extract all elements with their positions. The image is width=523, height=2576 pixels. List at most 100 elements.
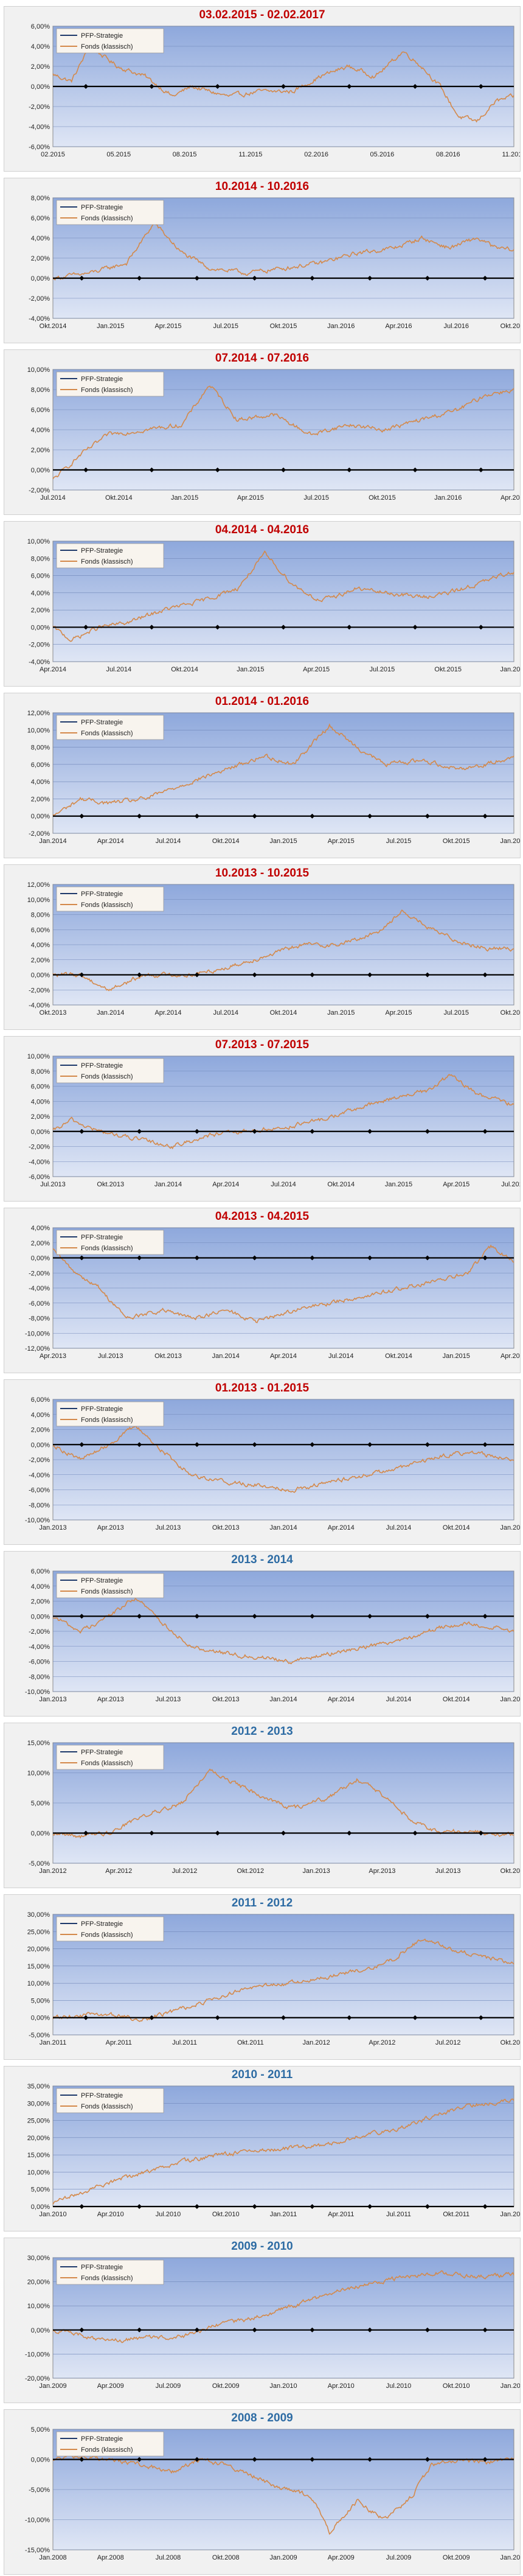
y-tick-label: 2,00% [31,957,50,964]
strategy-marker [367,2457,373,2462]
y-tick-label: 2,00% [31,63,50,71]
x-tick-label: Okt.2014 [270,1009,297,1017]
x-tick-label: Jul.2014 [271,1181,296,1188]
legend-strategy-label: PFP-Strategie [81,32,123,40]
y-tick-label: 6,00% [31,407,50,414]
y-tick-label: -2,00% [29,642,50,649]
y-tick-label: 2,00% [31,1113,50,1121]
strategy-marker [482,2204,488,2209]
strategy-marker [367,972,373,978]
chart-title: 2013 - 2014 [231,1553,293,1566]
x-tick-label: Jul.2012 [172,1867,198,1875]
strategy-marker [194,2457,199,2462]
legend-box [56,371,164,397]
x-tick-label: 05.2015 [106,151,131,158]
x-tick-label: Jul.2008 [156,2554,181,2561]
x-tick-label: Apr.2016 [500,494,520,502]
x-tick-label: Jan.2016 [500,838,520,845]
fund-series-line [52,909,514,992]
fund-series-line [52,2454,514,2535]
x-tick-label: Apr.2015 [303,666,330,673]
y-tick-label: 4,00% [31,590,50,597]
x-tick-label: Okt.2015 [500,1009,520,1017]
y-tick-label: -5,00% [29,1860,50,1867]
strategy-marker [149,2015,154,2020]
strategy-marker [137,2204,142,2209]
legend-strategy-label: PFP-Strategie [81,1577,123,1584]
chart-title: 10.2013 - 10.2015 [215,867,310,880]
strategy-marker [424,1614,430,1619]
y-tick-label: 2,00% [31,447,50,454]
strategy-marker [215,84,220,89]
strategy-marker [482,1255,488,1261]
y-tick-label: 4,00% [31,235,50,242]
y-tick-label: 8,00% [31,387,50,394]
legend-strategy-label: PFP-Strategie [81,1062,123,1069]
strategy-marker [79,276,85,281]
strategy-marker [137,1255,142,1261]
strategy-marker [310,1442,315,1447]
y-tick-label: 0,00% [31,1129,50,1136]
y-tick-label: 0,00% [31,972,50,979]
legend: PFP-Strategie Fonds (klassisch) [56,28,164,54]
line-chart: 12,00% 10,00% 8,00% 6,00% 4,00% 2,00% 0,00% -2,… [27,881,520,1017]
strategy-marker [482,1442,488,1447]
x-tick-label: Jul.2013 [156,1696,181,1703]
x-tick-label: 11.2015 [238,151,262,158]
legend-box [56,2259,164,2285]
legend: PFP-Strategie Fonds (klassisch) [56,1745,164,1770]
chart-panel: 10.2013 - 10.2015 12,00% 10,00% 8,00% 6,00% 4… [4,864,521,1030]
legend-strategy-label: PFP-Strategie [81,1234,123,1241]
strategy-marker [194,1255,199,1261]
x-tick-label: Jan.2012 [303,2039,330,2046]
strategy-marker [482,1614,488,1619]
strategy-marker [310,813,315,819]
x-tick-label: Jul.2016 [443,323,469,330]
strategy-marker [281,2015,286,2020]
x-tick-label: Jan.2008 [39,2554,66,2561]
y-tick-label: 4,00% [31,1225,50,1232]
legend-fund-label: Fonds (klassisch) [81,43,133,51]
strategy-marker [367,1614,373,1619]
y-tick-label: 2,00% [31,607,50,614]
line-chart: 8,00%6,00%4,00%2,00%0,00%-2,00%-4,00%Okt… [29,195,520,330]
x-tick-label: Okt.2014 [40,323,67,330]
x-tick-label: 08.2016 [436,151,460,158]
x-tick-label: Jul.2013 [40,1181,66,1188]
y-tick-label: 4,00% [31,43,50,51]
strategy-marker [347,1830,352,1836]
strategy-marker [83,625,89,630]
x-tick-label: Okt.2014 [171,666,198,673]
line-chart: 6,00%4,00%2,00%0,00%-2,00%-4,00%-6,00%02… [29,23,520,158]
strategy-marker [347,625,352,630]
strategy-marker [194,2204,199,2209]
line-chart: 10,00%8,00%6,00%4,00%2,00%0,00%-2,00%Jul… [27,366,520,502]
strategy-marker [367,2204,373,2209]
x-tick-label: Jan.2014 [269,1696,297,1703]
x-tick-label: Okt.2009 [212,2382,240,2390]
x-tick-label: Jan.2014 [154,1181,182,1188]
line-chart: 10,00% 8,00% 6,00% 4,00% 2,00% 0,00% -2,00% -4,… [27,1053,520,1188]
y-tick-label: 10,00% [27,1053,50,1060]
x-tick-label: Jul.2014 [106,666,131,673]
x-tick-label: Okt.2012 [237,1867,265,1875]
x-tick-label: Apr.2014 [328,1524,355,1531]
y-tick-label: 15,00% [27,1740,50,1747]
y-tick-label: 10,00% [27,727,50,734]
chart-panel: 2008 - 2009 5,00% 0,00% -5,00% -10,00% -15,00… [4,2409,521,2575]
y-tick-label: 5,00% [31,1800,50,1807]
x-tick-label: Jan.2010 [39,2211,66,2218]
legend-strategy-label: PFP-Strategie [81,1405,123,1413]
strategy-marker [281,625,286,630]
y-tick-label: -6,00% [29,144,50,151]
y-tick-label: 8,00% [31,744,50,752]
strategy-marker [252,972,257,978]
strategy-marker [149,84,154,89]
chart-title: 01.2013 - 01.2015 [215,1382,310,1395]
y-tick-label: -6,00% [29,1659,50,1666]
fund-series-line [52,723,514,816]
y-tick-label: 20,00% [27,2135,50,2142]
y-tick-label: 0,00% [31,83,50,91]
legend-strategy-label: PFP-Strategie [81,2264,123,2271]
legend-fund-label: Fonds (klassisch) [81,730,133,737]
